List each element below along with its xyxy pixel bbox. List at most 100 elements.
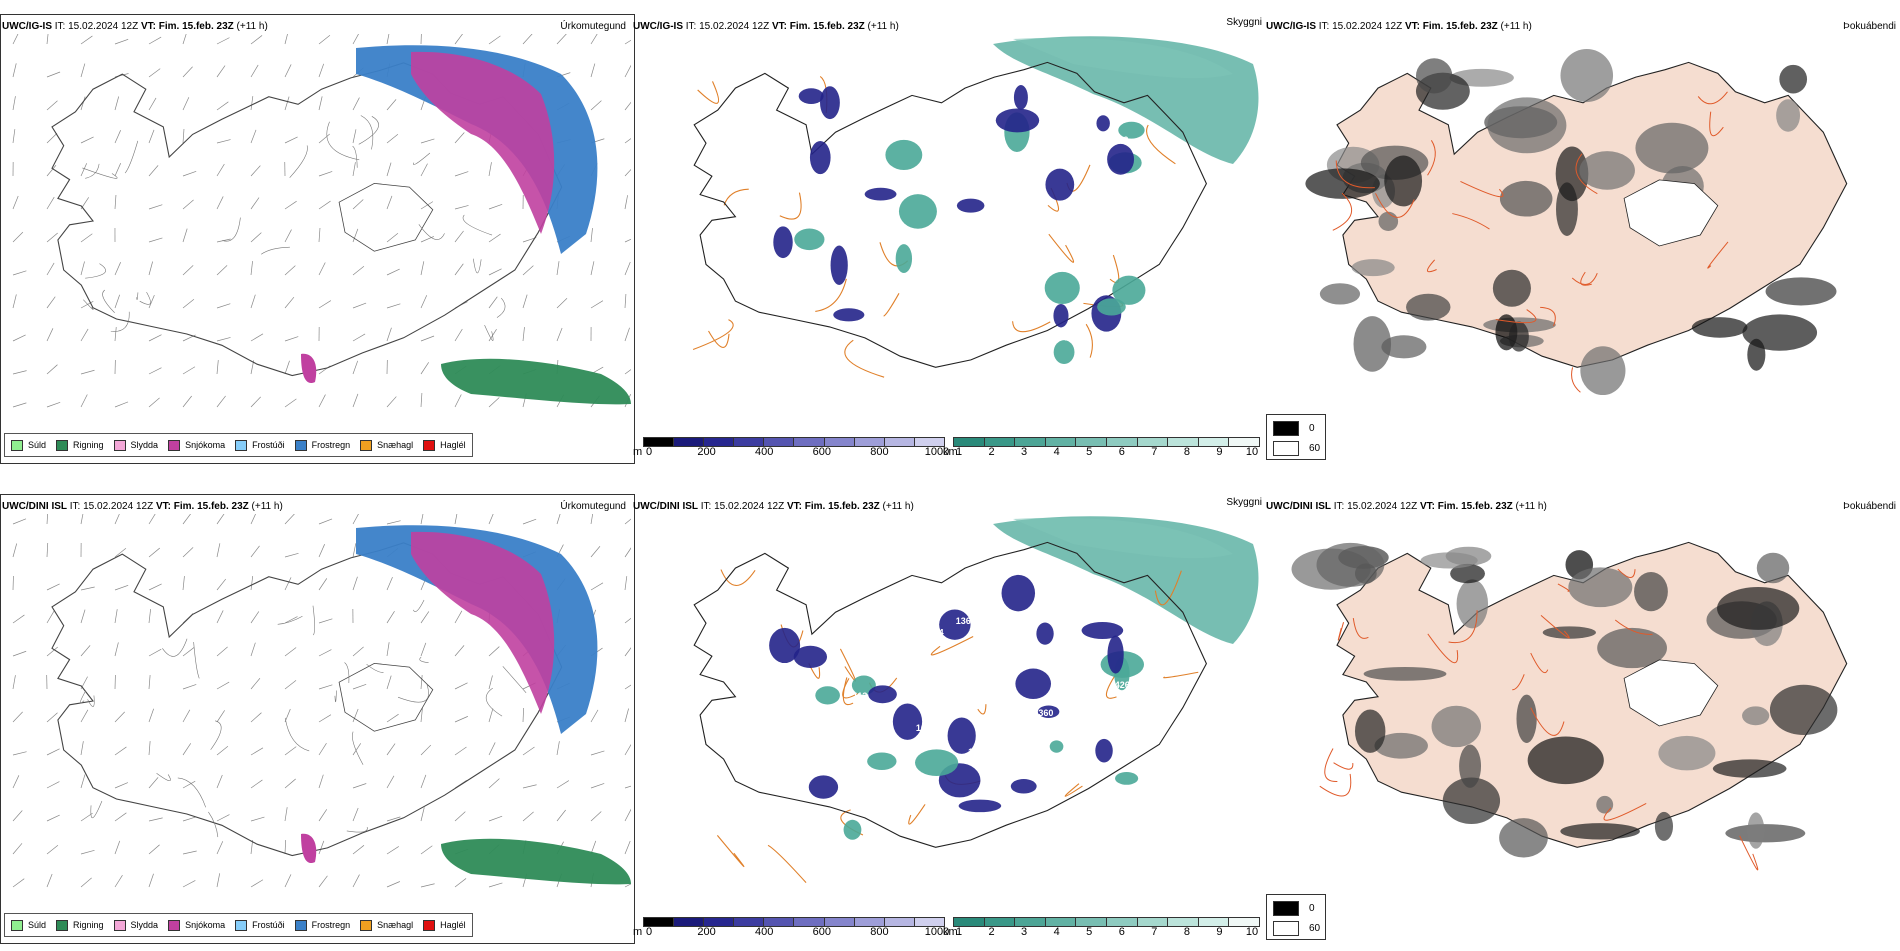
cloud-base-value: 360	[1038, 708, 1053, 718]
legend-item-slydda: Slydda	[114, 920, 159, 931]
cloud-panel-header-row2: UWC/DINI ISL IT: 15.02.2024 12Z VT: Fim.…	[633, 500, 1266, 514]
cloud-base-value: 123	[877, 706, 892, 716]
legend-label: Súld	[28, 920, 46, 930]
fog-map-row2	[1266, 514, 1896, 909]
cloud-base-value: 129	[968, 747, 983, 757]
legend-item-slydda: Slydda	[114, 440, 159, 451]
panel-title: Skyggni	[1226, 496, 1262, 510]
cloud-base-value: 113	[853, 691, 868, 701]
legend-label: Snæhagl	[377, 920, 413, 930]
cloud-base-value: 170	[1102, 172, 1117, 182]
colorbar-tick: 1	[956, 446, 962, 458]
cloud-base-value: 94	[880, 622, 890, 632]
cloud-base-value: 23	[1010, 647, 1020, 657]
cloud-base-value: 97	[930, 793, 940, 803]
legend-item-frostregn: Frostregn	[295, 920, 351, 931]
cloud-base-value: 160	[916, 723, 931, 733]
cloud-base-value: 280	[950, 227, 965, 237]
fog-legend-swatch	[1273, 921, 1299, 936]
colorbar-tick: 800	[870, 446, 888, 458]
legend-swatch	[423, 440, 435, 451]
cloud-base-value: 93	[842, 333, 852, 343]
legend-swatch	[11, 440, 23, 451]
legend-item-frostregn: Frostregn	[295, 440, 351, 451]
cloud-base-value: 866	[1043, 219, 1058, 229]
fog-legend-label: 60	[1309, 443, 1320, 454]
cloud-map-row2: 6533713474261603602320119108120170162136…	[633, 514, 1266, 909]
legend-item-rigning: Rigning	[56, 920, 104, 931]
fog-panel-header-row2: UWC/DINI ISL IT: 15.02.2024 12Z VT: Fim.…	[1266, 500, 1900, 514]
cloud-base-value: 102	[883, 265, 898, 275]
fog-legend-swatch	[1273, 421, 1299, 436]
legend-item-frostúði: Frostúði	[235, 920, 285, 931]
fog-panel-header-row1: UWC/IG-IS IT: 15.02.2024 12Z VT: Fim. 15…	[1266, 20, 1900, 34]
legend-swatch	[168, 920, 180, 931]
legend-item-snjókoma: Snjókoma	[168, 440, 225, 451]
panel-title: Þokuábendi	[1843, 20, 1896, 34]
legend-swatch	[114, 920, 126, 931]
cloud-base-value: 92	[1118, 135, 1128, 145]
cloud-base-value: 98	[849, 148, 859, 158]
panel-title: Þokuábendi	[1843, 500, 1896, 514]
legend-item-rigning: Rigning	[56, 440, 104, 451]
legend-label: Frostregn	[312, 440, 351, 450]
colorbar-tick: 8	[1184, 926, 1190, 938]
legend-swatch	[423, 920, 435, 931]
legend-item-frostúði: Frostúði	[235, 440, 285, 451]
cloud-base-value: 426	[1115, 680, 1130, 690]
colorbar-tick: 5	[1086, 446, 1092, 458]
cloud-base-value: 71	[1059, 333, 1069, 343]
cloud-panel-header-row1: UWC/IG-IS IT: 15.02.2024 12Z VT: Fim. 15…	[633, 20, 1266, 34]
cloud-base-value: 347	[1106, 701, 1121, 711]
legend-swatch	[168, 440, 180, 451]
panel-title: Skyggni	[1226, 16, 1262, 30]
colorbar-tick: 8	[1184, 446, 1190, 458]
colorbar-tick: 0	[646, 926, 652, 938]
colorbar-tick: 7	[1151, 926, 1157, 938]
fog-legend-label: 0	[1309, 903, 1315, 914]
colorbar-tick: 7	[1151, 446, 1157, 458]
legend-label: Rigning	[73, 920, 104, 930]
legend-swatch	[56, 440, 68, 451]
colorbar-tick: 5	[1086, 926, 1092, 938]
colorbar-tick: 3	[1021, 926, 1027, 938]
fog-legend-row: 0	[1273, 421, 1315, 436]
cloud-base-value: 104	[838, 215, 853, 225]
colorbar-tick: 10	[1246, 926, 1258, 938]
legend-label: Snæhagl	[377, 440, 413, 450]
legend-label: Frostregn	[312, 920, 351, 930]
legend-swatch	[295, 440, 307, 451]
legend-label: Slydda	[131, 440, 159, 450]
cloud-base-value: 16	[1007, 622, 1017, 632]
cloud-base-value: 197	[927, 164, 942, 174]
colorbar-tick: 400	[755, 926, 773, 938]
colorbar-tick: 4	[1054, 926, 1060, 938]
legend-item-haglél: Haglél	[423, 440, 466, 451]
cloud-base-value: 198	[817, 754, 832, 764]
cloud-base-value: 108	[1049, 786, 1064, 796]
fog-legend-label: 0	[1309, 423, 1315, 434]
fog-legend-row2: 0 60	[1266, 894, 1326, 940]
cloud-base-value: 119	[968, 683, 983, 693]
fog-map-row1	[1266, 34, 1896, 429]
colorbar-unit: m	[633, 926, 642, 938]
colorbar-tick: 600	[813, 446, 831, 458]
fog-legend-row: 60	[1273, 921, 1320, 936]
cloud-base-value: 152	[938, 280, 953, 290]
colorbar-unit: m	[633, 446, 642, 458]
colorbar-tick: 9	[1216, 926, 1222, 938]
legend-label: Haglél	[440, 920, 466, 930]
cloud-base-value: 153	[876, 281, 891, 291]
legend-item-súld: Súld	[11, 920, 46, 931]
colorbar-tick: 2	[988, 446, 994, 458]
legend-label: Slydda	[131, 920, 159, 930]
cloud-base-value: 170	[1005, 714, 1020, 724]
legend-label: Rigning	[73, 440, 104, 450]
legend-label: Súld	[28, 440, 46, 450]
fog-legend-row: 60	[1273, 441, 1320, 456]
cloud-base-value: 371	[970, 667, 985, 677]
